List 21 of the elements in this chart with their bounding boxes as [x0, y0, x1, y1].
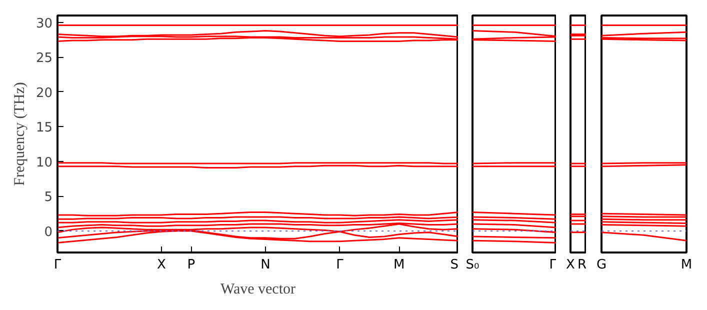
y-tick-label: 5 — [44, 190, 53, 206]
x-tick-label: S — [450, 258, 459, 272]
y-tick-label: 15 — [36, 120, 53, 136]
x-tick-label: S₀ — [466, 258, 480, 272]
y-tick-label: 10 — [36, 155, 53, 170]
y-tick-label: 20 — [36, 86, 53, 101]
x-tick-label: M — [680, 258, 692, 272]
x-axis-title: Wave vector — [220, 282, 296, 298]
x-tick-label: G — [596, 258, 607, 272]
y-axis-title: Frequency (THz) — [12, 82, 28, 186]
x-tick-label: X — [157, 258, 166, 272]
y-tick-label: 0 — [44, 224, 53, 240]
x-tick-label: M — [393, 258, 405, 272]
x-tick-label: Γ — [336, 258, 344, 272]
x-tick-label: Γ — [54, 258, 62, 272]
x-tick-label: X — [566, 258, 576, 272]
y-tick-label: 25 — [36, 51, 53, 66]
x-tick-label: N — [260, 258, 270, 272]
y-tick-label: 30 — [36, 16, 53, 32]
x-tick-label: P — [187, 258, 196, 272]
x-tick-label: R — [577, 258, 587, 272]
